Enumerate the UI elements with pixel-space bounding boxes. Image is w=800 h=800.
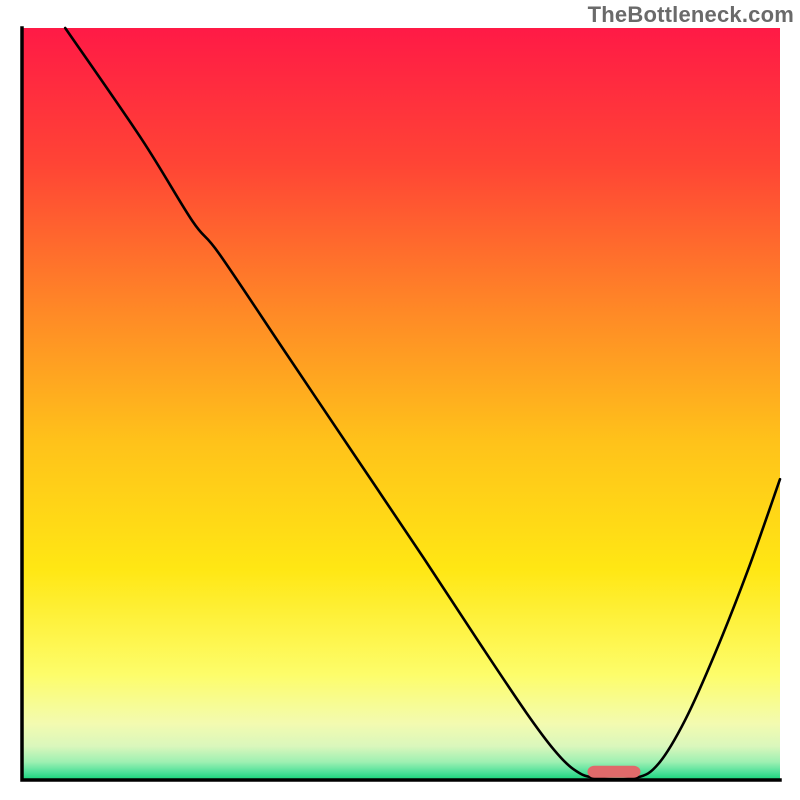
optimal-marker <box>587 766 640 778</box>
plot-gradient <box>22 28 780 780</box>
chart-container: TheBottleneck.com <box>0 0 800 800</box>
watermark-text: TheBottleneck.com <box>588 2 794 28</box>
bottleneck-chart <box>0 0 800 800</box>
